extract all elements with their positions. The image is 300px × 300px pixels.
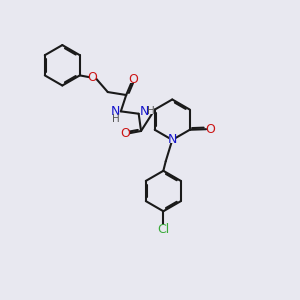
Text: N: N [168,134,177,146]
Text: O: O [121,128,130,140]
FancyBboxPatch shape [148,109,154,114]
Text: Cl: Cl [157,223,170,236]
FancyBboxPatch shape [207,126,214,132]
FancyBboxPatch shape [169,137,176,143]
FancyBboxPatch shape [89,75,96,81]
Text: H: H [147,106,155,116]
FancyBboxPatch shape [122,131,129,137]
Text: N: N [140,105,149,118]
FancyBboxPatch shape [130,76,136,82]
Text: H: H [112,114,119,124]
Text: O: O [206,123,215,136]
FancyBboxPatch shape [141,108,148,114]
Text: O: O [87,71,97,84]
Text: O: O [128,73,138,86]
Text: N: N [111,105,120,118]
FancyBboxPatch shape [159,226,168,232]
FancyBboxPatch shape [112,108,119,114]
FancyBboxPatch shape [113,116,118,122]
